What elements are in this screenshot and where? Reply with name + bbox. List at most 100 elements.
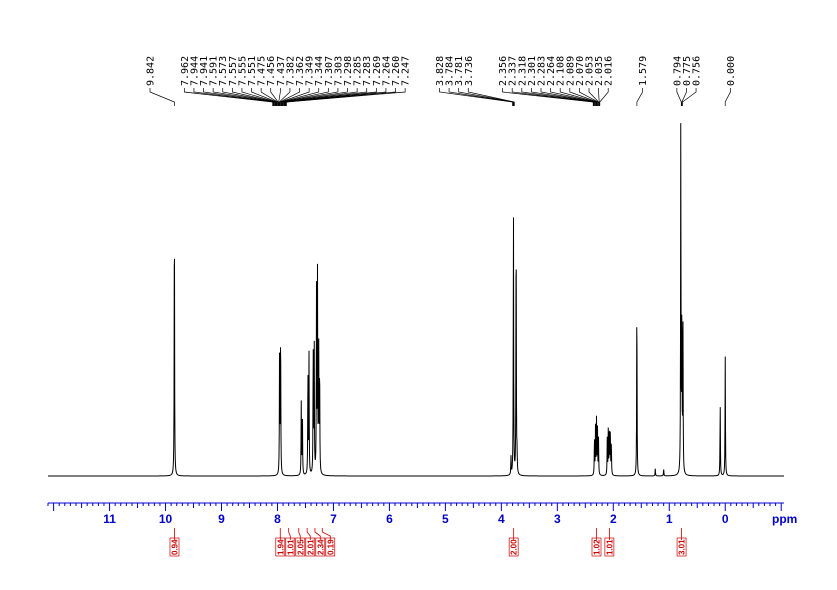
peak-label-connector: [448, 88, 514, 106]
peak-label-connector: [270, 88, 279, 106]
peak-label: 7.247: [401, 56, 412, 86]
peak-label-connector: [724, 88, 731, 106]
peak-label: 2.301: [527, 56, 538, 86]
integral-value: 1.94: [276, 539, 285, 555]
peak-label: 1.579: [638, 56, 649, 86]
peak-label-connector: [212, 88, 275, 106]
peak-label-connector: [183, 88, 274, 106]
peak-label: 2.283: [537, 56, 548, 86]
peak-label: 7.283: [362, 56, 373, 86]
integral-value: 0.19: [326, 539, 335, 555]
peak-label-connector: [569, 88, 598, 106]
integral-box: [305, 537, 316, 557]
peak-label: 3.784: [445, 56, 456, 86]
peak-label-connector: [579, 88, 599, 106]
integral-box: [604, 537, 615, 557]
peak-label: 0.756: [692, 56, 703, 86]
peak-label-connector: [550, 88, 597, 106]
x-tick-label: 6: [386, 512, 393, 526]
integral-box: [508, 537, 519, 557]
peak-label: 7.269: [372, 56, 383, 86]
peak-label-connector: [282, 88, 348, 106]
peak-label-connector: [284, 88, 377, 106]
peak-label: 7.264: [381, 56, 392, 86]
peak-label: 7.573: [218, 56, 229, 86]
integral-value: 1.02: [593, 539, 602, 555]
peak-label: 3.736: [464, 56, 475, 86]
peak-label-connector: [540, 88, 596, 106]
peak-label-connector: [599, 88, 609, 106]
peak-label: 3.828: [435, 56, 446, 86]
integral-box: [275, 537, 286, 557]
integral-value: 2.01: [306, 539, 315, 555]
peak-label-connector: [279, 88, 300, 106]
peak-label-connector: [241, 88, 277, 106]
peak-label-connector: [285, 88, 396, 106]
peak-label: 7.944: [189, 56, 200, 86]
integral-layer: 0.94 1.94 1.01 2.05 2.01 2.34 0.19 2.00 1.02 1.01…: [169, 528, 687, 557]
peak-label: 7.962: [180, 56, 191, 86]
peak-label-connector: [531, 88, 596, 106]
peak-label-connector: [286, 88, 406, 106]
peak-label: 7.298: [343, 56, 354, 86]
peak-label-connector: [511, 88, 595, 106]
peak-label-connector: [281, 88, 329, 106]
peak-label: 2.264: [546, 56, 557, 86]
peak-label-layer: 9.842 7.9627.9447.9417.5917.5737.5577.555…: [146, 56, 737, 106]
peak-label: 7.591: [209, 56, 220, 86]
spectrum-trace: [48, 123, 784, 477]
peak-label: 7.437: [276, 56, 287, 86]
x-tick-label: 10: [159, 512, 173, 526]
peak-label-connector: [231, 88, 277, 106]
x-tick-label: 4: [498, 512, 505, 526]
peak-label: 9.842: [146, 56, 157, 86]
peak-label: 2.035: [594, 56, 605, 86]
peak-label: 7.941: [199, 56, 210, 86]
peak-label: 7.285: [353, 56, 364, 86]
peak-label-connector: [284, 88, 387, 106]
integral-box: [591, 537, 602, 557]
peak-label: 7.475: [257, 56, 268, 86]
peak-label: 2.356: [498, 56, 509, 86]
peak-label-connector: [193, 88, 274, 106]
integral-box: [676, 537, 687, 557]
integral-value: 1.01: [605, 539, 614, 555]
peak-label-connector: [598, 88, 600, 106]
peak-label: 2.053: [585, 56, 596, 86]
peak-label-connector: [502, 88, 594, 106]
integral-value: 2.00: [510, 539, 519, 555]
peak-label-connector: [278, 88, 291, 106]
peak-label-connector: [283, 88, 368, 106]
peak-label: 3.781: [454, 56, 465, 86]
x-tick-label: 2: [610, 512, 617, 526]
integral-value: 2.34: [316, 539, 325, 555]
peak-label: 7.344: [314, 56, 325, 86]
integral-value: 3.01: [678, 539, 687, 555]
integral-box: [285, 537, 296, 557]
x-tick-label: 1: [666, 512, 673, 526]
x-tick-label: 8: [274, 512, 281, 526]
x-axis: 11 10 9 8 7 6 5 4 3 2 1 0: [47, 502, 784, 526]
peak-label-connector: [280, 88, 320, 106]
peak-label: 7.555: [237, 56, 248, 86]
peak-label-connector: [681, 88, 687, 106]
peak-label: 0.000: [726, 56, 737, 86]
peak-label: 7.557: [228, 56, 239, 86]
peak-label-connector: [251, 88, 278, 106]
peak-label-connector: [676, 88, 682, 106]
peak-label: 7.382: [285, 56, 296, 86]
x-tick-label: 5: [442, 512, 449, 526]
integral-value: 0.94: [171, 539, 180, 555]
integral-value: 2.05: [296, 539, 305, 555]
x-tick-label: 0: [722, 512, 729, 526]
peak-label-connector: [281, 88, 339, 106]
peak-label-connector: [559, 88, 598, 106]
peak-label: 7.303: [333, 56, 344, 86]
x-tick-label: 11: [103, 512, 116, 526]
peak-label-connector: [283, 88, 358, 106]
peak-label: 7.260: [391, 56, 402, 86]
peak-label-connector: [222, 88, 276, 106]
integral-value: 1.01: [286, 539, 295, 555]
